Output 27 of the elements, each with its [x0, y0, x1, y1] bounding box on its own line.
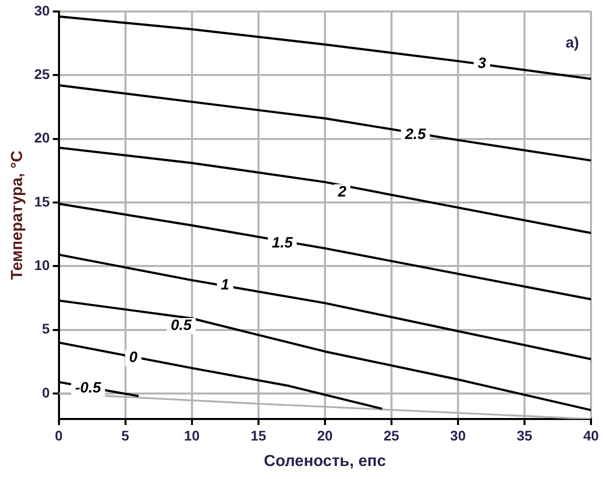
x-tick-label: 15	[250, 427, 266, 444]
annotation: -0.5	[75, 380, 102, 397]
y-axis-title: Температура, °С	[9, 150, 26, 280]
x-tick-label: 35	[516, 427, 532, 444]
annotation: 1	[220, 276, 230, 294]
y-tick-label: 0	[42, 384, 50, 400]
y-tick-label: 25	[34, 66, 50, 82]
annotation: 0	[129, 349, 138, 366]
annotation: 3	[478, 54, 487, 72]
x-tick-label: 30	[450, 427, 466, 444]
x-tick-label: 40	[583, 427, 599, 444]
x-tick-label: 5	[121, 427, 130, 444]
y-tick-label: 5	[42, 320, 50, 337]
annotation: 2	[337, 183, 348, 200]
y-tick-label: 30	[34, 2, 50, 18]
y-tick-label: 10	[34, 257, 50, 274]
annotation: а)	[566, 34, 579, 52]
annotation: 0.5	[170, 317, 192, 334]
annotation: 2.5	[404, 126, 426, 144]
x-tick-label: 20	[317, 427, 333, 444]
y-tick-label: 15	[34, 193, 50, 210]
x-tick-label: 25	[384, 427, 400, 444]
annotation: 1.5	[272, 234, 294, 252]
x-tick-label: 10	[184, 427, 200, 444]
x-tick-label: 0	[54, 427, 63, 444]
y-tick-label: 20	[34, 130, 50, 146]
x-axis-title: Соленость, епс	[264, 452, 386, 470]
